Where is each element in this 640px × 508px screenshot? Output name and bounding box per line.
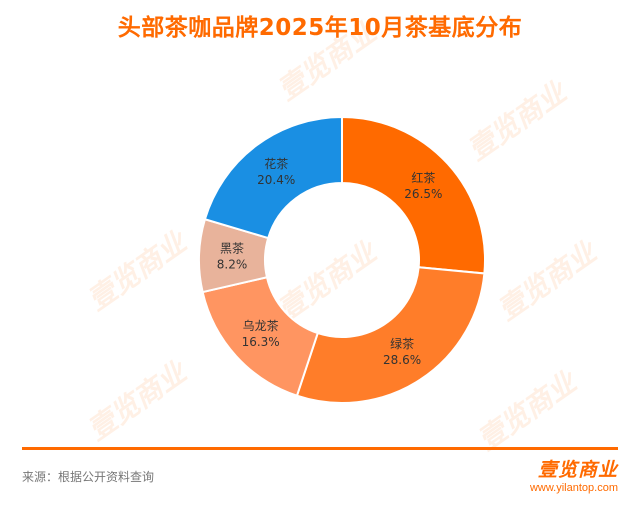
slice-value-4: 20.4%	[257, 173, 295, 187]
logo-name: 壹览商业	[537, 459, 618, 481]
brand-logo: 壹览商业 www.yilantop.com	[530, 455, 618, 494]
slice-value-3: 8.2%	[217, 258, 248, 272]
slice-value-0: 26.5%	[404, 187, 442, 201]
donut-slice-0	[341, 115, 486, 275]
donut-slice-4	[203, 115, 343, 240]
chart-title: 头部茶咖品牌2025年10月茶基底分布	[117, 15, 523, 41]
slice-label-1: 绿茶	[390, 336, 414, 351]
donut-chart: 红茶 26.5% 绿茶 28.6% 乌龙茶 16.3% 黑茶 8.2% 花茶 20.4%	[198, 115, 486, 404]
slice-label-0: 红茶	[411, 170, 435, 185]
logo-url: www.yilantop.com	[529, 482, 618, 494]
slice-label-2: 乌龙茶	[243, 318, 279, 333]
slice-value-1: 28.6%	[383, 353, 421, 367]
slice-value-2: 16.3%	[242, 335, 280, 349]
footer-divider	[22, 447, 618, 450]
donut-slice-1	[295, 266, 486, 404]
source-note: 来源：根据公开资料查询	[22, 470, 155, 484]
slice-label-4: 花茶	[264, 156, 288, 171]
slice-label-3: 黑茶	[220, 241, 244, 256]
